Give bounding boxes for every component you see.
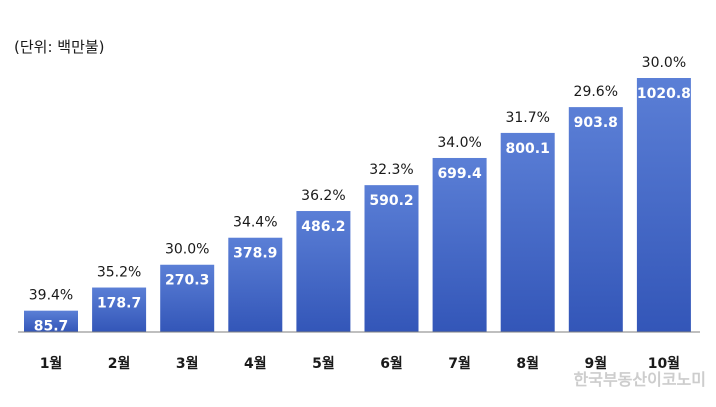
- x-tick-label: 8월: [516, 355, 539, 372]
- bar-percent-label: 31.7%: [505, 110, 549, 126]
- bar-percent-label: 32.3%: [369, 162, 413, 178]
- bar-percent-label: 29.6%: [574, 84, 618, 100]
- x-tick-label: 5월: [312, 355, 335, 372]
- x-tick-label: 4월: [244, 355, 267, 372]
- bar: [92, 287, 147, 332]
- bar: [636, 78, 691, 332]
- bar-value-label: 699.4: [437, 166, 482, 182]
- x-tick-label: 7월: [448, 355, 471, 372]
- x-tick-label: 3월: [176, 355, 199, 372]
- bar-group: 486.2 36.2%: [296, 188, 351, 332]
- bar-group: 800.1 31.7%: [500, 110, 555, 332]
- x-tick-label: 6월: [380, 355, 403, 372]
- bar: [364, 185, 419, 332]
- bar-percent-label: 30.0%: [165, 242, 209, 258]
- bar-group: 1020.8 30.0%: [637, 55, 691, 332]
- bar: [296, 211, 351, 332]
- bar-group: 85.7 39.4%: [24, 288, 78, 335]
- bar-value-label: 85.7: [34, 319, 69, 335]
- x-tick-label: 10월: [648, 355, 680, 372]
- bar-percent-label: 36.2%: [301, 188, 345, 204]
- bar: [432, 157, 487, 332]
- bar-value-label: 903.8: [574, 115, 618, 131]
- bar: [160, 264, 215, 332]
- category-labels: 1월 2월 3월 4월 5월 6월 7월 8월 9월 10월: [40, 355, 680, 372]
- bar-percent-label: 39.4%: [29, 288, 73, 304]
- watermark-text: 한국부동산이코노미: [574, 370, 706, 389]
- bar-percent-label: 30.0%: [642, 55, 686, 71]
- bar-value-label: 378.9: [233, 246, 277, 262]
- x-tick-label: 9월: [584, 355, 607, 372]
- bar-group: 378.9 34.4%: [228, 215, 283, 332]
- bar-value-label: 178.7: [97, 296, 141, 312]
- x-tick-label: 1월: [40, 355, 63, 372]
- bar-percent-label: 34.4%: [233, 215, 277, 231]
- bar-value-label: 270.3: [165, 273, 209, 289]
- bar-value-label: 800.1: [506, 141, 550, 157]
- bar: [228, 237, 283, 332]
- bar-group: 590.2 32.3%: [364, 162, 419, 332]
- bar-percent-label: 34.0%: [437, 135, 481, 151]
- bars-group: 85.7 39.4% 178.7 35.2% 270.3 30.0% 378.9 34.4% 4…: [24, 55, 691, 335]
- bar: [24, 310, 78, 332]
- bar-percent-label: 35.2%: [97, 265, 141, 281]
- bar-value-label: 590.2: [369, 193, 413, 209]
- bar: [568, 107, 623, 332]
- bar-group: 270.3 30.0%: [160, 242, 215, 332]
- bar-group: 903.8 29.6%: [568, 84, 623, 332]
- bar-value-label: 486.2: [301, 219, 345, 235]
- bar-value-label: 1020.8: [637, 86, 691, 102]
- bar-group: 178.7 35.2%: [92, 265, 147, 332]
- bar: [500, 132, 555, 332]
- unit-label: (단위: 백만불): [14, 38, 105, 56]
- x-tick-label: 2월: [108, 355, 131, 372]
- bar-group: 699.4 34.0%: [432, 135, 487, 332]
